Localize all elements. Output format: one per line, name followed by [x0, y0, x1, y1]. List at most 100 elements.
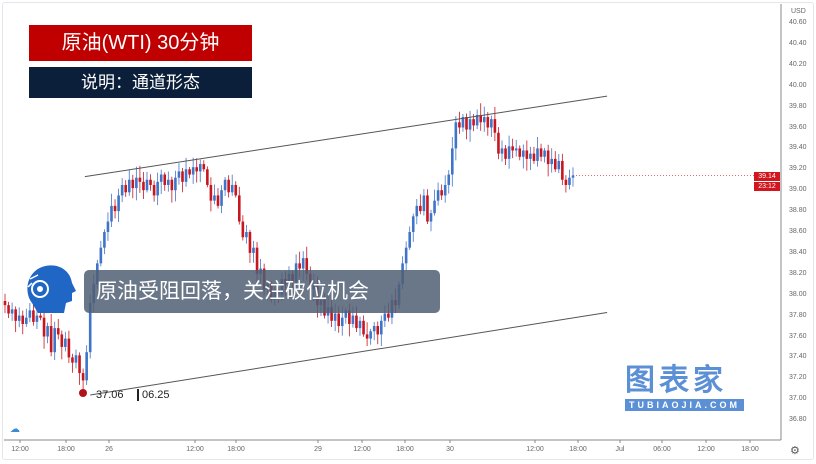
candle-body — [120, 184, 124, 196]
time-tick-label: 12:00 — [697, 446, 715, 453]
channel-upper-line — [84, 95, 608, 178]
candle-body — [28, 310, 32, 318]
candle-body — [461, 117, 465, 128]
candle-body — [152, 184, 156, 196]
candle-body — [138, 177, 142, 182]
candle-body — [124, 184, 127, 193]
candle-body — [564, 179, 568, 185]
candle-body — [447, 174, 451, 185]
time-tick-label: 12:00 — [353, 446, 371, 453]
candle-body — [429, 213, 433, 222]
candle-body — [159, 174, 163, 182]
candle-body — [454, 122, 458, 149]
cloud-icon[interactable]: ☁ — [10, 424, 20, 435]
candle-body — [238, 195, 241, 222]
candle-body — [451, 148, 454, 175]
time-tick-label: 18:00 — [741, 446, 759, 453]
candle-body — [78, 355, 81, 374]
candle-body — [85, 352, 88, 381]
candle-body — [362, 320, 365, 335]
time-tick-label: 06:00 — [653, 446, 671, 453]
candle-body — [99, 247, 103, 264]
candle-body — [142, 181, 145, 191]
candle-body — [355, 315, 358, 329]
candle-body — [522, 150, 525, 157]
candle-body — [458, 122, 461, 128]
candle-body — [25, 317, 28, 324]
candle-body — [486, 117, 490, 128]
candle-body — [202, 164, 206, 170]
candle-body — [500, 148, 504, 154]
candle-body — [220, 190, 223, 206]
time-tick-label: 18:00 — [396, 446, 414, 453]
candle-body — [241, 221, 245, 238]
candle-body — [170, 179, 174, 191]
candle-body — [110, 205, 113, 222]
candle-body — [117, 195, 120, 212]
candle-body — [39, 315, 42, 318]
candle-body — [344, 310, 348, 318]
candle-body — [198, 164, 202, 172]
candle-body — [348, 310, 351, 324]
candle-body — [7, 305, 10, 314]
price-tick-label: 37.60 — [789, 332, 807, 340]
low-price-label: 37.06 — [96, 389, 124, 401]
candle-body — [365, 334, 369, 339]
price-tick-label: 38.60 — [789, 228, 807, 235]
candle-body — [330, 307, 333, 321]
price-tick-label: 39.00 — [789, 186, 807, 194]
watermark-cn: 图表家 — [625, 364, 727, 397]
candle-body — [17, 315, 21, 321]
price-tick-label: 40.40 — [789, 39, 807, 47]
candle-body — [35, 315, 39, 322]
candle-body — [49, 326, 53, 353]
price-tick-label: 37.80 — [789, 311, 807, 319]
candle-body — [245, 232, 248, 238]
candle-body — [42, 317, 46, 337]
candle-body — [10, 309, 14, 314]
channel-lower-line — [90, 311, 608, 396]
time-tick-label: Jul — [615, 446, 625, 453]
candle-body — [88, 303, 92, 353]
low-date-label: 06.25 — [137, 389, 170, 401]
watermark-en: TUBIAOJIA.COM — [625, 399, 744, 411]
candle-body — [529, 153, 532, 159]
candle-body — [135, 177, 138, 189]
candle-body — [167, 179, 170, 185]
countdown-tag: 23:12 — [754, 182, 780, 191]
candle-body — [472, 119, 475, 126]
candle-body — [468, 119, 472, 130]
candle-body — [248, 232, 252, 253]
candle-body — [433, 200, 436, 214]
candle-body — [213, 195, 216, 201]
candle-body — [333, 313, 337, 321]
candle-body — [252, 247, 255, 253]
candle-body — [504, 148, 507, 159]
candle-body — [490, 119, 493, 128]
low-marker-dot — [79, 389, 87, 397]
candle-body — [497, 132, 500, 154]
candle-body — [255, 247, 259, 274]
candle-body — [482, 117, 486, 123]
candle-body — [206, 169, 209, 185]
gear-icon[interactable]: ⚙ — [790, 445, 800, 457]
candle-body — [340, 317, 344, 327]
candle-body — [177, 171, 181, 178]
candle-body — [216, 195, 220, 206]
candle-body — [380, 320, 383, 335]
candle-body — [440, 190, 443, 196]
price-tick-label: 39.80 — [789, 102, 807, 110]
candle-body — [298, 263, 301, 269]
candle-body — [404, 247, 408, 264]
candle-body — [106, 221, 110, 232]
analysis-banner: 原油受阻回落，关注破位机会 — [84, 270, 440, 313]
candle-body — [532, 153, 536, 161]
candle-body — [21, 315, 25, 324]
candle-body — [372, 326, 376, 332]
candle-body — [411, 216, 415, 232]
time-tick-label: 18:00 — [227, 446, 245, 453]
candle-body — [223, 179, 227, 191]
candle-body — [351, 315, 355, 324]
candle-body — [475, 114, 479, 126]
candle-body — [188, 169, 191, 175]
